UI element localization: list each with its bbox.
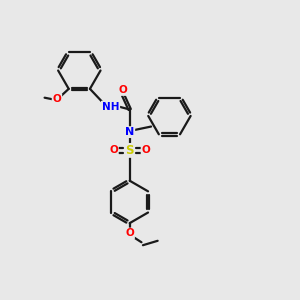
Text: O: O — [119, 85, 128, 95]
Text: O: O — [109, 146, 118, 155]
Text: S: S — [125, 144, 134, 157]
Text: NH: NH — [102, 101, 119, 112]
Text: O: O — [52, 94, 61, 104]
Text: O: O — [142, 146, 150, 155]
Text: N: N — [125, 127, 134, 137]
Text: O: O — [125, 228, 134, 239]
